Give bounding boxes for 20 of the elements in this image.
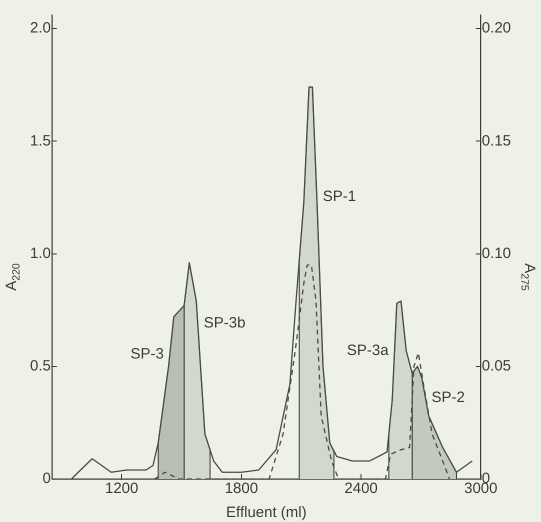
y2-tick-label: 0.15 bbox=[482, 132, 512, 150]
y-tick-label: 1.0 bbox=[30, 244, 51, 262]
series-label: SP-1 bbox=[322, 188, 356, 205]
y2-tick-label: 0.20 bbox=[482, 20, 512, 37]
y-tick-label: 2.0 bbox=[30, 20, 51, 37]
series-label: SP-2 bbox=[431, 389, 465, 406]
series-label: SP-3 bbox=[130, 345, 164, 362]
series-label: SP-3a bbox=[346, 342, 390, 360]
x-tick-label: 1200 bbox=[104, 480, 138, 498]
y-axis-title: A220 bbox=[3, 263, 22, 291]
y-tick-label: 1.5 bbox=[30, 132, 51, 150]
y-tick-label: 0.5 bbox=[30, 358, 51, 375]
y2-tick-label: 0.10 bbox=[482, 244, 512, 262]
y2-tick-label: 0.05 bbox=[482, 358, 512, 375]
x-tick-label: 2400 bbox=[344, 480, 378, 498]
x-tick-label: 1800 bbox=[224, 480, 258, 498]
x-axis-title: Effluent (ml) bbox=[226, 504, 307, 522]
y-tick-label: 0 bbox=[42, 470, 51, 488]
series-label: SP-3b bbox=[204, 314, 246, 332]
y2-axis-title: A275 bbox=[518, 263, 538, 291]
